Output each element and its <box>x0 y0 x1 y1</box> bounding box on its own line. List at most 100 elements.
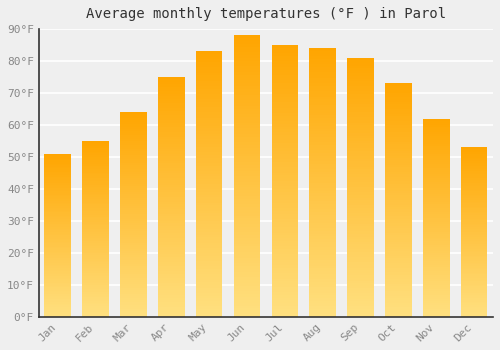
Bar <box>44 188 71 190</box>
Bar <box>82 276 109 278</box>
Bar <box>44 211 71 212</box>
Bar <box>385 181 411 184</box>
Bar <box>348 260 374 262</box>
Bar <box>196 184 222 187</box>
Bar <box>234 193 260 196</box>
Bar <box>272 252 298 254</box>
Bar <box>272 70 298 72</box>
Bar <box>158 254 184 257</box>
Bar <box>196 258 222 261</box>
Bar <box>120 139 146 141</box>
Bar <box>234 114 260 117</box>
Bar <box>385 314 411 317</box>
Bar <box>385 144 411 146</box>
Bar <box>385 286 411 289</box>
Bar <box>423 120 450 122</box>
Bar <box>310 158 336 161</box>
Bar <box>196 86 222 89</box>
Bar <box>158 190 184 192</box>
Bar <box>120 135 146 137</box>
Bar <box>158 271 184 274</box>
Bar <box>44 270 71 271</box>
Bar <box>272 105 298 107</box>
Bar <box>234 162 260 165</box>
Bar <box>158 243 184 245</box>
Bar <box>196 221 222 224</box>
Bar <box>423 301 450 303</box>
Bar <box>82 270 109 271</box>
Bar <box>234 165 260 168</box>
Bar <box>196 205 222 208</box>
Bar <box>44 175 71 176</box>
Bar <box>82 290 109 292</box>
Bar <box>272 276 298 279</box>
Bar <box>423 267 450 269</box>
Bar <box>348 174 374 177</box>
Bar <box>348 167 374 169</box>
Bar <box>120 294 146 296</box>
Bar <box>310 228 336 231</box>
Bar <box>44 307 71 309</box>
Bar <box>196 266 222 269</box>
Bar <box>272 268 298 271</box>
Bar <box>234 199 260 202</box>
Bar <box>82 206 109 208</box>
Bar <box>423 309 450 311</box>
Bar <box>461 203 487 205</box>
Bar <box>348 104 374 107</box>
Bar <box>44 240 71 242</box>
Bar <box>196 67 222 70</box>
Bar <box>310 124 336 126</box>
Bar <box>234 168 260 170</box>
Bar <box>310 196 336 199</box>
Bar <box>385 233 411 235</box>
Bar <box>44 257 71 258</box>
Bar <box>44 230 71 232</box>
Bar <box>348 107 374 110</box>
Bar <box>348 120 374 122</box>
Bar <box>348 288 374 291</box>
Bar <box>82 301 109 303</box>
Bar <box>234 187 260 190</box>
Bar <box>82 289 109 290</box>
Bar <box>348 307 374 309</box>
Bar <box>44 279 71 281</box>
Bar <box>385 130 411 132</box>
Bar <box>120 264 146 266</box>
Bar <box>234 306 260 308</box>
Bar <box>120 233 146 235</box>
Bar <box>348 296 374 299</box>
Bar <box>310 244 336 247</box>
Bar <box>385 296 411 298</box>
Bar <box>310 113 336 116</box>
Bar <box>82 287 109 289</box>
Bar <box>348 187 374 190</box>
Bar <box>82 238 109 239</box>
Bar <box>158 218 184 221</box>
Bar <box>234 184 260 187</box>
Bar <box>82 267 109 270</box>
Bar <box>82 203 109 204</box>
Bar <box>348 203 374 205</box>
Bar <box>234 100 260 103</box>
Bar <box>196 211 222 213</box>
Bar <box>272 72 298 75</box>
Bar <box>120 112 146 114</box>
Bar <box>348 185 374 187</box>
Bar <box>310 174 336 177</box>
Bar <box>44 281 71 282</box>
Bar <box>44 287 71 289</box>
Bar <box>423 289 450 291</box>
Bar <box>385 149 411 151</box>
Bar <box>120 137 146 139</box>
Bar <box>272 203 298 205</box>
Bar <box>385 114 411 116</box>
Bar <box>196 309 222 312</box>
Bar <box>385 312 411 314</box>
Bar <box>44 203 71 204</box>
Bar <box>120 163 146 166</box>
Bar <box>234 232 260 235</box>
Bar <box>158 195 184 197</box>
Bar <box>423 279 450 281</box>
Bar <box>234 238 260 241</box>
